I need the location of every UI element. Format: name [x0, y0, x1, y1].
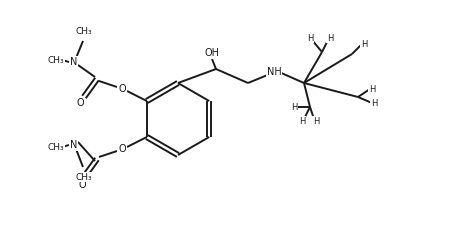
Text: N: N	[70, 57, 78, 67]
Text: H: H	[371, 99, 377, 108]
Text: H: H	[291, 102, 297, 111]
Text: H: H	[313, 117, 319, 126]
Text: O: O	[78, 180, 86, 190]
Text: CH₃: CH₃	[48, 142, 65, 151]
Text: O: O	[118, 144, 126, 154]
Text: NH: NH	[267, 67, 281, 77]
Text: H: H	[327, 33, 333, 42]
Text: OH: OH	[204, 48, 219, 58]
Text: CH₃: CH₃	[76, 27, 93, 36]
Text: H: H	[299, 117, 305, 126]
Text: O: O	[118, 84, 126, 94]
Text: CH₃: CH₃	[48, 55, 65, 64]
Text: H: H	[369, 85, 375, 94]
Text: H: H	[307, 33, 313, 42]
Text: CH₃: CH₃	[76, 173, 93, 182]
Text: O: O	[76, 98, 84, 108]
Text: H: H	[361, 40, 367, 49]
Text: N: N	[70, 140, 78, 150]
